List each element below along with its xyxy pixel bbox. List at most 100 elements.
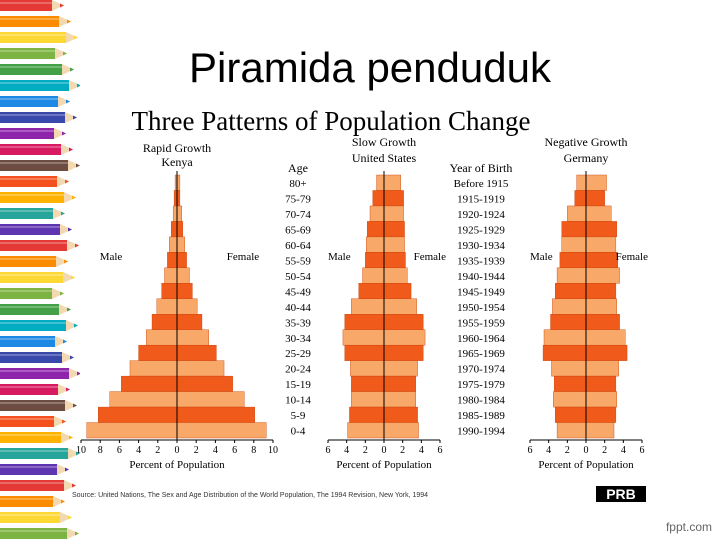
age-group-label: 25-29: [285, 348, 311, 360]
female-bar: [383, 422, 419, 439]
male-bar: [358, 283, 385, 299]
tick-label: 6: [438, 445, 443, 456]
female-bar: [383, 314, 424, 330]
tick-label: 2: [194, 445, 199, 456]
tick-label: 4: [419, 445, 424, 456]
prb-logo: PRB: [596, 486, 646, 502]
male-bar: [369, 205, 385, 222]
male-bar: [350, 360, 385, 377]
pencil-shape: [0, 432, 73, 443]
female-bar: [585, 422, 615, 439]
male-bar: [161, 283, 178, 299]
female-bar: [383, 344, 424, 361]
prb-logo-text: PRB: [606, 486, 636, 502]
birth-year-label: 1985-1989: [457, 410, 505, 422]
legend-male: Male: [328, 251, 351, 263]
female-bar: [585, 174, 607, 191]
age-group-label: 70-74: [285, 209, 311, 221]
male-bar: [362, 267, 385, 284]
male-bar: [367, 221, 385, 238]
male-bar: [98, 406, 178, 423]
male-bar: [567, 205, 587, 222]
female-bar: [585, 375, 617, 392]
pencil-shape: [0, 480, 76, 491]
tick-label: 2: [602, 445, 607, 456]
female-bar: [176, 314, 203, 330]
birth-year-label: 1925-1929: [457, 224, 505, 236]
male-bar: [86, 422, 178, 439]
male-bar: [342, 329, 385, 346]
age-group-label: 0-4: [291, 426, 306, 438]
female-bar: [176, 283, 193, 299]
female-bar: [585, 314, 620, 330]
female-bar: [585, 283, 617, 299]
tick-label: 0: [382, 445, 387, 456]
female-bar: [176, 205, 183, 222]
pencil-shape: [0, 48, 67, 59]
age-header: Age: [288, 161, 308, 175]
male-bar: [347, 422, 385, 439]
female-bar: [383, 375, 416, 392]
male-bar: [372, 190, 385, 207]
x-axis-label: Percent of Population: [129, 459, 225, 471]
male-bar: [376, 174, 385, 191]
male-bar: [167, 252, 178, 269]
pencil-shape: [0, 528, 79, 539]
legend-female: Female: [414, 251, 446, 263]
tick-label: 6: [117, 445, 122, 456]
male-bar: [574, 190, 587, 207]
birth-year-label: 1960-1964: [457, 333, 505, 345]
female-bar: [383, 190, 404, 207]
labels-layer: 10 8 6 4 2 0 2 4 6 8 10 Percent of Population Male Fe…: [76, 178, 648, 471]
female-bar: [585, 344, 628, 361]
pencil-shape: [0, 160, 80, 171]
male-bar: [543, 329, 587, 346]
pencil-shape: [0, 192, 76, 203]
female-bar: [383, 221, 405, 238]
panel-2-title: Slow Growth: [352, 135, 416, 149]
birth-year-label: 1945-1949: [457, 286, 505, 298]
tick-label: 8: [98, 445, 103, 456]
age-group-label: 65-69: [285, 224, 311, 236]
male-bar: [344, 344, 385, 361]
birth-year-label: 1950-1954: [457, 302, 505, 314]
age-group-label: 30-34: [285, 333, 311, 345]
birth-year-label: 1915-1919: [457, 194, 505, 206]
male-bar: [559, 252, 587, 269]
panel-1-country: Kenya: [161, 155, 193, 169]
pencil-shape: [0, 400, 77, 411]
tick-label: 4: [546, 445, 551, 456]
female-bar: [585, 236, 617, 253]
age-group-label: 75-79: [285, 194, 311, 206]
female-bar: [383, 360, 418, 377]
age-group-label: 50-54: [285, 271, 311, 283]
pencil-shape: [0, 208, 65, 219]
female-bar: [585, 205, 612, 222]
female-bar: [585, 406, 617, 423]
panel-3-country: Germany: [564, 151, 609, 165]
pencil-shape: [0, 464, 69, 475]
female-bar: [176, 406, 255, 423]
pencil-shape: [0, 144, 73, 155]
male-bar: [542, 344, 587, 361]
tick-label: 2: [565, 445, 570, 456]
female-bar: [585, 298, 617, 315]
pencil-shape: [0, 96, 70, 107]
female-bar: [383, 283, 412, 299]
male-bar: [550, 314, 587, 330]
age-group-label: 5-9: [291, 410, 306, 422]
tick-label: 4: [136, 445, 141, 456]
age-group-label: 15-19: [285, 379, 311, 391]
pencil-shape: [0, 384, 70, 395]
male-bar: [349, 406, 385, 423]
tick-label: 0: [584, 445, 589, 456]
male-bar: [556, 422, 587, 439]
female-bar: [585, 329, 626, 346]
male-bar: [554, 375, 587, 392]
birth-year-label: 1990-1994: [457, 426, 505, 438]
age-group-label: 60-64: [285, 240, 311, 252]
age-group-label: 10-14: [285, 395, 311, 407]
panel-2-country: United States: [352, 151, 417, 165]
male-bar: [561, 236, 587, 253]
panel-3-title: Negative Growth: [545, 135, 628, 149]
